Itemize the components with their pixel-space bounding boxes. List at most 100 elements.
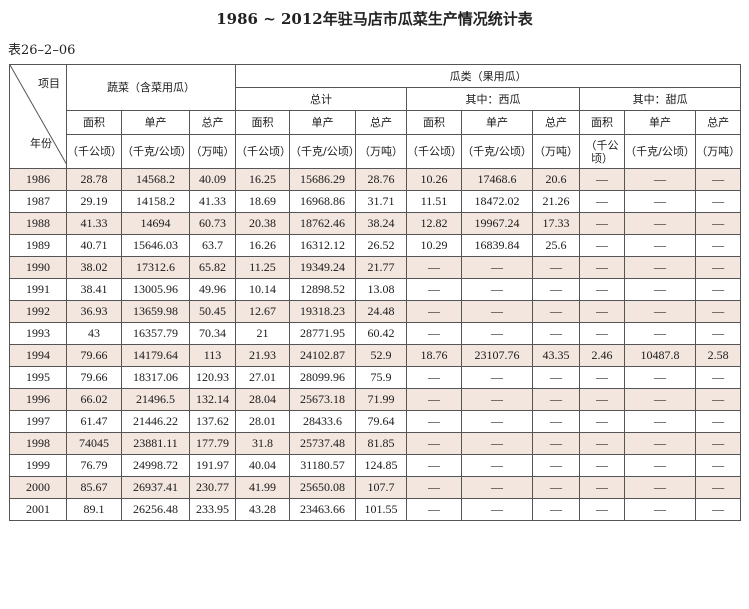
- total-area-label: 面积: [235, 110, 291, 135]
- value-cell: 28433.6: [289, 410, 357, 433]
- value-cell: 65.82: [188, 256, 237, 279]
- table-row: 1995 79.66 18317.06 120.93 27.01 28099.96 75.9…: [9, 366, 742, 389]
- year-cell: 1998: [9, 432, 67, 455]
- year-cell: 1986: [9, 168, 67, 191]
- value-cell: 79.66: [66, 344, 122, 367]
- muskmelon-area-label: 面积: [579, 110, 626, 135]
- value-cell: —: [579, 190, 626, 213]
- value-cell: 20.6: [532, 168, 581, 191]
- value-cell: 24998.72: [121, 454, 190, 477]
- year-cell: 2000: [9, 476, 67, 499]
- value-cell: 15686.29: [289, 168, 357, 191]
- year-cell: 1995: [9, 366, 67, 389]
- vegetables-area-label: 面积: [66, 110, 122, 135]
- value-cell: —: [624, 366, 697, 389]
- table-row: 1994 79.66 14179.64 113 21.93 24102.87 52.9 18.…: [9, 344, 742, 367]
- value-cell: 43.35: [532, 344, 581, 367]
- value-cell: 49.96: [188, 278, 237, 301]
- value-cell: 28.78: [66, 168, 122, 191]
- corner-header-cell: 项目 年份: [9, 64, 67, 169]
- value-cell: 63.7: [188, 234, 237, 257]
- value-cell: 85.67: [66, 476, 122, 499]
- value-cell: 21.93: [235, 344, 291, 367]
- value-cell: 25.6: [532, 234, 581, 257]
- value-cell: 10487.8: [624, 344, 697, 367]
- table-row: 1997 61.47 21446.22 137.62 28.01 28433.6 79.64…: [9, 410, 742, 433]
- value-cell: —: [624, 410, 697, 433]
- value-cell: 18762.46: [289, 212, 357, 235]
- value-cell: 31.71: [355, 190, 408, 213]
- value-cell: —: [579, 168, 626, 191]
- total-yield-label: 单产: [289, 110, 357, 135]
- value-cell: 40.09: [188, 168, 237, 191]
- value-cell: 14694: [121, 212, 190, 235]
- value-cell: 11.25: [235, 256, 291, 279]
- value-cell: 60.42: [355, 322, 408, 345]
- value-cell: —: [532, 476, 581, 499]
- value-cell: 79.64: [355, 410, 408, 433]
- total-output-unit: （万吨）: [355, 134, 408, 169]
- value-cell: 25650.08: [289, 476, 357, 499]
- value-cell: —: [624, 388, 697, 411]
- value-cell: —: [579, 300, 626, 323]
- corner-item-label: 项目: [38, 77, 60, 90]
- value-cell: 10.26: [406, 168, 463, 191]
- value-cell: 20.38: [235, 212, 291, 235]
- table-row: 1988 41.33 14694 60.73 20.38 18762.46 38.24 12.…: [9, 212, 742, 235]
- value-cell: —: [579, 366, 626, 389]
- value-cell: 26.52: [355, 234, 408, 257]
- value-cell: —: [532, 432, 581, 455]
- value-cell: —: [695, 322, 742, 345]
- value-cell: 2.58: [695, 344, 742, 367]
- value-cell: —: [695, 476, 742, 499]
- value-cell: —: [579, 388, 626, 411]
- muskmelon-area-unit: （千公顷）: [579, 134, 626, 169]
- value-cell: 113: [188, 344, 237, 367]
- total-output-label: 总产: [355, 110, 408, 135]
- value-cell: 52.9: [355, 344, 408, 367]
- value-cell: 89.1: [66, 498, 122, 521]
- value-cell: —: [406, 278, 463, 301]
- value-cell: 40.04: [235, 454, 291, 477]
- value-cell: —: [579, 212, 626, 235]
- value-cell: 21496.5: [121, 388, 190, 411]
- value-cell: 16312.12: [289, 234, 357, 257]
- value-cell: 41.33: [188, 190, 237, 213]
- value-cell: —: [532, 278, 581, 301]
- value-cell: 70.34: [188, 322, 237, 345]
- value-cell: —: [695, 432, 742, 455]
- value-cell: —: [461, 498, 534, 521]
- value-cell: 124.85: [355, 454, 408, 477]
- value-cell: —: [406, 366, 463, 389]
- value-cell: 13005.96: [121, 278, 190, 301]
- value-cell: —: [532, 366, 581, 389]
- value-cell: 43: [66, 322, 122, 345]
- value-cell: —: [461, 476, 534, 499]
- watermelon-output-unit: （万吨）: [532, 134, 581, 169]
- value-cell: 233.95: [188, 498, 237, 521]
- table-row: 1987 29.19 14158.2 41.33 18.69 16968.86 31.71 1…: [9, 190, 742, 213]
- value-cell: —: [624, 300, 697, 323]
- table-row: 1989 40.71 15646.03 63.7 16.26 16312.12 26.52 1…: [9, 234, 742, 257]
- value-cell: 16.26: [235, 234, 291, 257]
- total-area-unit: （千公顷）: [235, 134, 291, 169]
- value-cell: —: [695, 234, 742, 257]
- table-row: 1996 66.02 21496.5 132.14 28.04 25673.18 71.99…: [9, 388, 742, 411]
- value-cell: —: [624, 212, 697, 235]
- value-cell: —: [532, 410, 581, 433]
- vegetables-area-unit: （千公顷）: [66, 134, 122, 169]
- muskmelon-header: 其中：甜瓜: [579, 87, 742, 111]
- value-cell: —: [532, 454, 581, 477]
- value-cell: 38.02: [66, 256, 122, 279]
- value-cell: 12.82: [406, 212, 463, 235]
- value-cell: 36.93: [66, 300, 122, 323]
- value-cell: 71.99: [355, 388, 408, 411]
- value-cell: —: [579, 410, 626, 433]
- value-cell: —: [532, 498, 581, 521]
- table-row: 2000 85.67 26937.41 230.77 41.99 25650.08 107.…: [9, 476, 742, 499]
- value-cell: 28.01: [235, 410, 291, 433]
- vegetables-header: 蔬菜（含菜用瓜）: [65, 64, 237, 111]
- value-cell: 28099.96: [289, 366, 357, 389]
- value-cell: 16.25: [235, 168, 291, 191]
- value-cell: —: [406, 498, 463, 521]
